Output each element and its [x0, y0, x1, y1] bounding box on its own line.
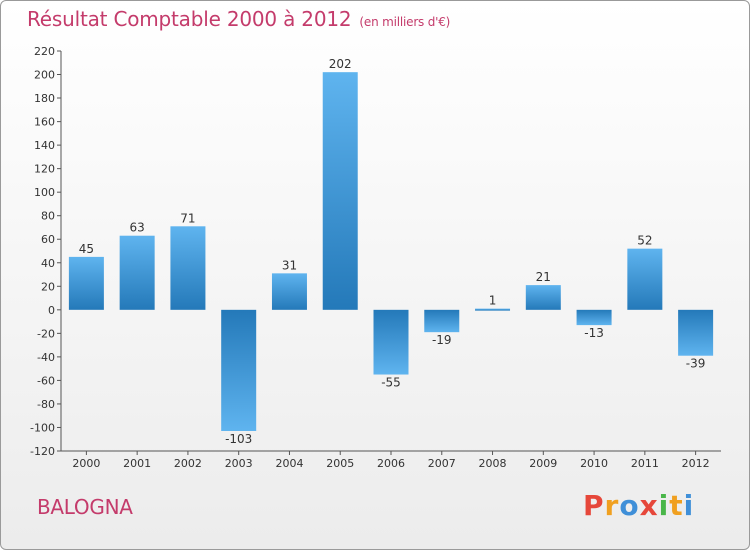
bar	[576, 309, 612, 326]
bar	[627, 248, 663, 310]
data-label: -13	[584, 326, 604, 340]
y-tick-label: 80	[41, 210, 55, 223]
x-tick-label: 2007	[428, 457, 456, 470]
bar	[322, 72, 358, 310]
chart-subtitle: (en milliers d'€)	[359, 15, 451, 29]
y-tick-label: 100	[34, 186, 55, 199]
x-tick-label: 2005	[326, 457, 354, 470]
logo-letter: i	[683, 489, 695, 522]
y-tick-label: 200	[34, 69, 55, 82]
x-tick-label: 2006	[377, 457, 405, 470]
data-label: 31	[282, 258, 297, 272]
x-tick-label: 2012	[682, 457, 710, 470]
bar	[424, 309, 460, 333]
logo-letter: P	[583, 489, 605, 522]
bars	[68, 72, 714, 431]
data-label: -103	[225, 432, 252, 446]
data-labels: 45 63 71 -103 31 202 -55 -19 1 21 -13 52 -39	[79, 57, 706, 446]
bar	[271, 273, 307, 310]
data-label: 71	[180, 211, 195, 225]
data-label: 52	[637, 234, 652, 248]
commune-name: BALOGNA	[37, 495, 133, 519]
title-text: Résultat Comptable 2000 à 2012	[27, 7, 352, 31]
y-tick-label: -80	[37, 398, 55, 411]
data-label: 202	[329, 57, 352, 71]
y-tick-label: -100	[30, 421, 55, 434]
y-tick-label: 220	[34, 45, 55, 58]
y-tick-label: 140	[34, 139, 55, 152]
data-label: 45	[79, 242, 94, 256]
x-tick-label: 2009	[529, 457, 557, 470]
y-tick-label: 0	[48, 304, 55, 317]
x-tick-label: 2004	[275, 457, 303, 470]
chart-title: Résultat Comptable 2000 à 2012 (en millie…	[27, 7, 450, 31]
data-label: 1	[489, 294, 497, 308]
proxiti-logo: Proxiti	[583, 489, 694, 522]
x-tick-label: 2001	[123, 457, 151, 470]
bar	[170, 226, 206, 310]
axes: -120-100-80-60-40-2002040608010012014016…	[30, 45, 721, 470]
bar	[68, 256, 104, 310]
y-tick-label: -120	[30, 445, 55, 458]
x-tick-label: 2008	[479, 457, 507, 470]
logo-letter: r	[604, 489, 620, 522]
x-tick-label: 2011	[631, 457, 659, 470]
data-label: -19	[432, 333, 452, 347]
x-tick-label: 2002	[174, 457, 202, 470]
y-tick-label: -60	[37, 374, 55, 387]
data-label: 63	[130, 221, 145, 235]
bar	[678, 309, 714, 356]
y-tick-label: 20	[41, 280, 55, 293]
y-tick-label: 40	[41, 257, 55, 270]
bar	[221, 309, 257, 431]
logo-letter: i	[658, 489, 670, 522]
x-tick-label: 2010	[580, 457, 608, 470]
data-label: 21	[536, 270, 551, 284]
x-tick-label: 2003	[225, 457, 253, 470]
y-tick-label: 160	[34, 116, 55, 129]
y-tick-label: 120	[34, 163, 55, 176]
logo-letter: t	[669, 489, 684, 522]
y-tick-label: -20	[37, 327, 55, 340]
data-label: -39	[686, 357, 706, 371]
x-tick-label: 2000	[72, 457, 100, 470]
bar	[525, 285, 561, 310]
logo-letter: o	[619, 489, 640, 522]
bar	[373, 309, 409, 375]
y-tick-label: 60	[41, 233, 55, 246]
y-tick-label: -40	[37, 351, 55, 364]
bar	[475, 308, 511, 311]
y-tick-label: 180	[34, 92, 55, 105]
bar	[119, 235, 155, 310]
data-label: -55	[381, 376, 401, 390]
logo-letter: x	[639, 489, 659, 522]
